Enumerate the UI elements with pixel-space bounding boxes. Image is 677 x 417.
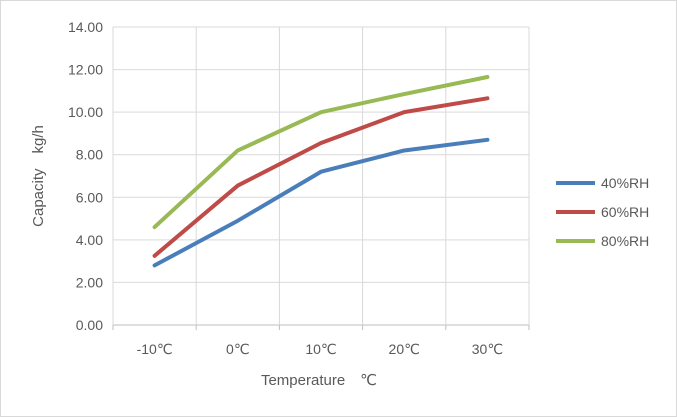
x-axis-ticks: -10℃ 0℃ 10℃ 20℃ 30℃ — [137, 341, 503, 357]
y-tick-label: 6.00 — [76, 189, 103, 205]
x-tick-label: 20℃ — [389, 341, 420, 357]
x-tick-label: -10℃ — [137, 341, 173, 357]
y-tick-label: 10.00 — [68, 104, 103, 120]
series-lines — [152, 75, 490, 268]
y-axis-ticks: 0.00 2.00 4.00 6.00 8.00 10.00 12.00 14.00 — [68, 19, 103, 333]
series-line-80pctrh — [152, 75, 490, 230]
y-tick-label: 8.00 — [76, 147, 103, 163]
y-axis-title: Capacity kg/h — [30, 125, 47, 227]
series-line-60pctrh — [152, 96, 490, 258]
gridlines — [112, 26, 530, 330]
x-axis-title: Temperature ℃ — [261, 372, 377, 389]
y-tick-label: 0.00 — [76, 317, 103, 333]
legend-label: 60%RH — [601, 204, 649, 220]
x-tick-label: 30℃ — [472, 341, 503, 357]
y-tick-label: 14.00 — [68, 19, 103, 35]
y-tick-label: 12.00 — [68, 62, 103, 78]
x-tick-label: 10℃ — [305, 341, 336, 357]
x-tick-label: 0℃ — [226, 341, 250, 357]
legend-label: 80%RH — [601, 233, 649, 249]
y-tick-label: 4.00 — [76, 232, 103, 248]
legend: 40%RH 60%RH 80%RH — [556, 175, 649, 249]
y-tick-label: 2.00 — [76, 274, 103, 290]
legend-label: 40%RH — [601, 175, 649, 191]
series-line-40pctrh — [152, 137, 490, 268]
